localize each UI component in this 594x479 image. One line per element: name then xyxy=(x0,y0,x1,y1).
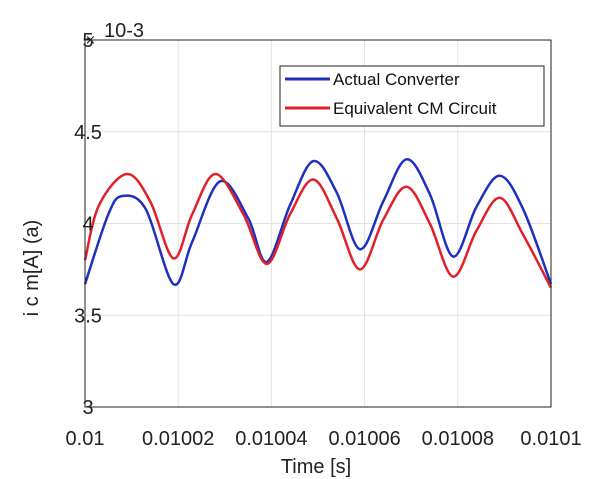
x-axis-label: Time [s] xyxy=(281,456,351,478)
x-tick-label: 0.01008 xyxy=(422,428,494,450)
legend-label-equivalent-cm-circuit: Equivalent CM Circuit xyxy=(333,99,497,118)
y-tick-label: 3 xyxy=(82,397,93,419)
exponent-label: 10-3 xyxy=(104,20,144,42)
y-tick-label: 3.5 xyxy=(74,305,102,327)
x-tick-label: 0.01 xyxy=(66,428,105,450)
legend-label-actual-converter: Actual Converter xyxy=(333,70,460,89)
y-tick-label: 4.5 xyxy=(74,122,102,144)
x-tick-label: 0.0101 xyxy=(520,428,581,450)
x-tick-label: 0.01002 xyxy=(142,428,214,450)
y-axis-label: i c m[A] (a) xyxy=(21,220,43,317)
exponent-marker-icon: × xyxy=(85,33,96,48)
x-tick-label: 0.01006 xyxy=(328,428,400,450)
legend: Actual Converter Equivalent CM Circuit xyxy=(280,66,544,126)
y-tick-label: 4 xyxy=(82,214,93,236)
x-tick-label: 0.01004 xyxy=(235,428,307,450)
